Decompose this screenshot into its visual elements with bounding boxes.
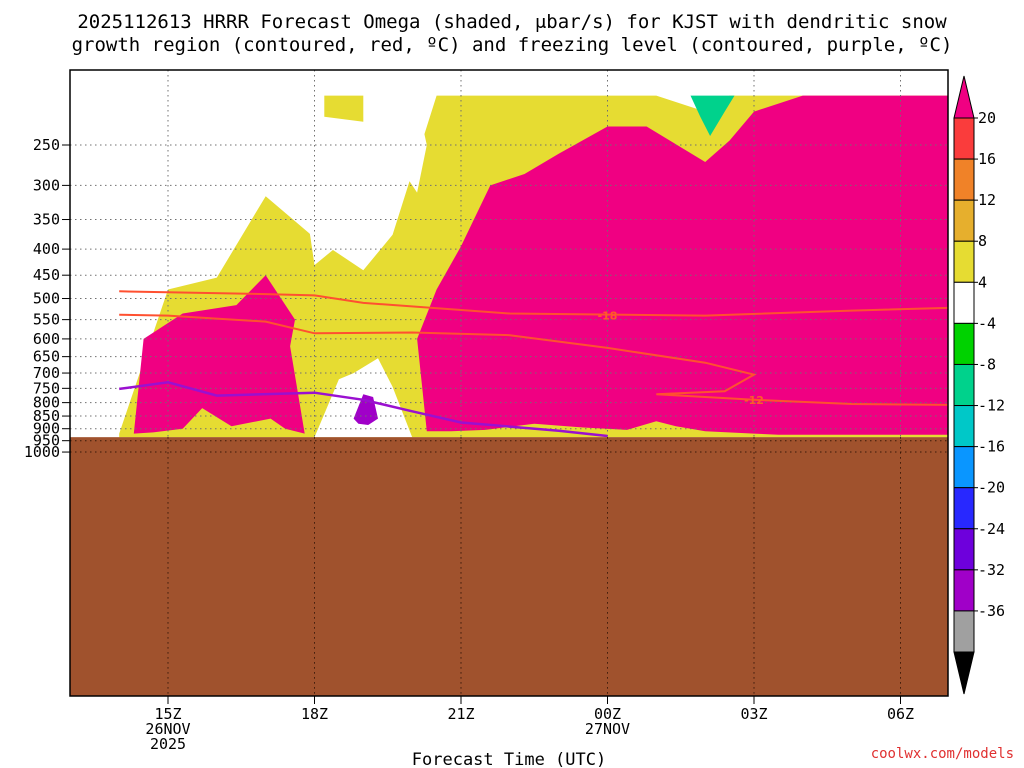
freezing-level-contour	[119, 381, 608, 438]
colorbar-label-8: -16	[978, 438, 1005, 456]
y-tick-label-600: 600	[33, 330, 60, 348]
y-tick-label-800: 800	[33, 394, 60, 412]
x-tick-label-15-0: 15Z	[154, 705, 181, 723]
omega-region-8	[690, 95, 735, 136]
dgz-label-minus12: -12	[744, 394, 764, 407]
y-tick-label-400: 400	[33, 240, 60, 258]
x-tick-label-21-0: 21Z	[447, 705, 474, 723]
x-tick-label-24-1: 27NOV	[585, 720, 630, 738]
colorbar-label-3: 8	[978, 232, 987, 250]
dgz-contour-minus12	[119, 313, 948, 406]
y-tick-label-850: 850	[33, 407, 60, 425]
colorbar-box-8	[953, 446, 975, 489]
y-tick-label-500: 500	[33, 290, 60, 308]
contour-lines: -18 -12	[119, 290, 948, 438]
colorbar-box-2	[953, 199, 975, 242]
chart-title-line-1: 2025112613 HRRR Forecast Omega (shaded, …	[77, 11, 947, 33]
x-tick-label-27-0: 03Z	[740, 705, 767, 723]
below-ground-fill	[70, 437, 948, 696]
colorbar-box-12	[953, 610, 975, 653]
x-tick-label-24-0: 00Z	[594, 705, 621, 723]
colorbar-top-arrow	[953, 75, 975, 119]
y-tick-label-550: 550	[33, 311, 60, 329]
omega-shading	[119, 95, 948, 438]
colorbar-label-9: -20	[978, 479, 1005, 497]
colorbar-box-9	[953, 487, 975, 530]
colorbar-label-4: 4	[978, 273, 987, 291]
x-tick-label-15-2: 2025	[150, 735, 186, 753]
x-tick-label-30-0: 06Z	[887, 705, 914, 723]
dgz-contour-minus18	[119, 290, 948, 317]
below-ground-rect	[70, 437, 948, 696]
colorbar-box-3	[953, 240, 975, 283]
colorbar-box-5	[953, 322, 975, 365]
title-group: 2025112613 HRRR Forecast Omega (shaded, …	[72, 11, 953, 56]
colorbar-bottom-arrow	[953, 651, 975, 695]
axes: 2503003504004505005506006507007508008509…	[24, 69, 949, 753]
colorbar-label-5: -4	[978, 314, 996, 332]
colorbar-label-6: -8	[978, 355, 996, 373]
dgz-label-minus18: -18	[598, 310, 618, 323]
y-tick-label-700: 700	[33, 364, 60, 382]
chart-title-line-2: growth region (contoured, red, ºC) and f…	[72, 34, 953, 56]
x-axis-label: Forecast Time (UTC)	[412, 750, 606, 768]
y-tick-label-900: 900	[33, 420, 60, 438]
y-tick-label-950: 950	[33, 432, 60, 450]
colorbar-box-7	[953, 405, 975, 448]
y-tick-label-750: 750	[33, 379, 60, 397]
x-tick-label-18-0: 18Z	[301, 705, 328, 723]
y-tick-label-300: 300	[33, 176, 60, 194]
y-tick-label-650: 650	[33, 348, 60, 366]
y-tick-label-1000: 1000	[24, 443, 60, 461]
colorbar-box-6	[953, 363, 975, 407]
colorbar-box-0	[953, 117, 975, 160]
colorbar-label-2: 12	[978, 191, 996, 209]
colorbar-box-11	[953, 569, 975, 612]
colorbar-label-11: -32	[978, 561, 1005, 579]
y-tick-label-450: 450	[33, 266, 60, 284]
omega-region-6	[309, 185, 334, 266]
colorbar-box-10	[953, 528, 975, 571]
x-tick-label-15-1: 26NOV	[145, 720, 190, 738]
colorbar-label-0: 20	[978, 109, 996, 127]
y-tick-label-350: 350	[33, 211, 60, 229]
colorbar-label-7: -12	[978, 397, 1005, 415]
plot-frame	[69, 69, 949, 697]
colorbar-box-1	[953, 158, 975, 201]
colorbar-label-12: -36	[978, 602, 1005, 620]
omega-region-3	[417, 95, 948, 435]
colorbar-label-10: -24	[978, 520, 1005, 538]
omega-region-7	[402, 101, 427, 193]
colorbar-label-1: 16	[978, 150, 996, 168]
colorbar-box-4	[953, 281, 975, 324]
y-tick-label-250: 250	[33, 136, 60, 154]
omega-region-1	[324, 95, 364, 122]
credit-text: coolwx.com/models	[871, 746, 1014, 762]
colorbar: 20 16 12 8 4 -4 -8 -12 -16 -20 -24 -32 -36	[953, 75, 1005, 695]
